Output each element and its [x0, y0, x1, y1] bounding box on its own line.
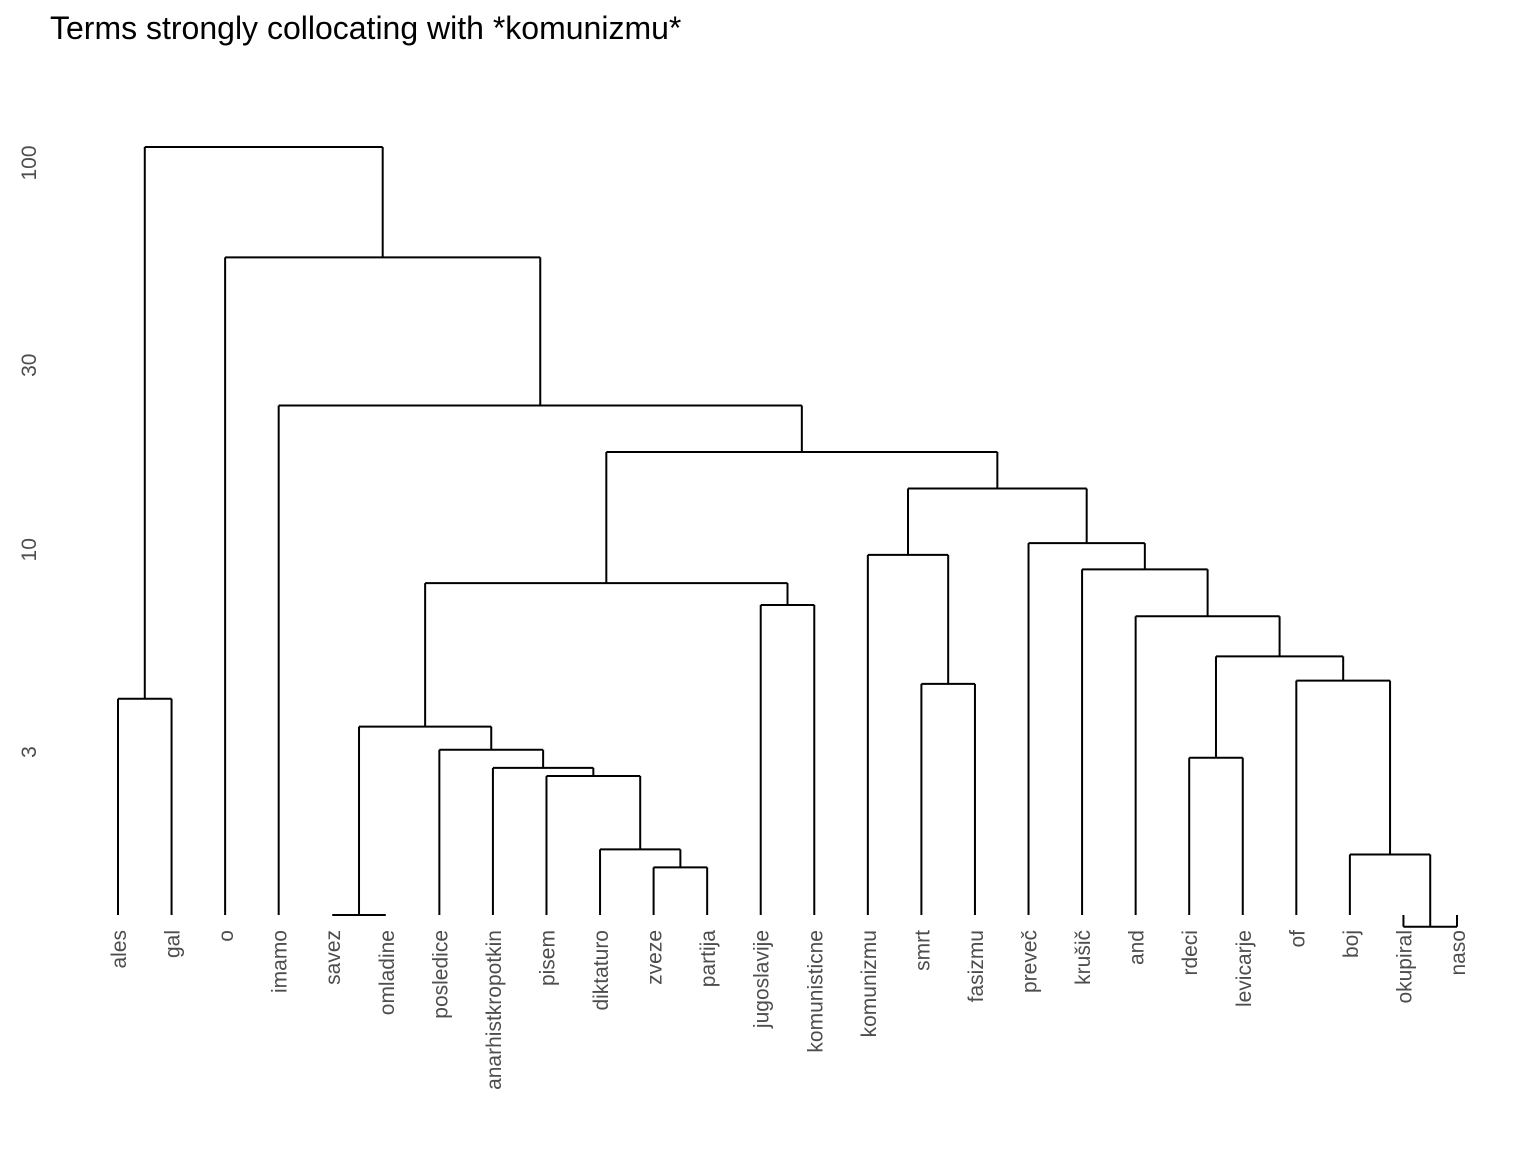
- leaf-label: rdeci: [1179, 930, 1202, 976]
- leaf-label: partija: [697, 930, 720, 988]
- leaf-label: komunizmu: [858, 930, 881, 1037]
- leaf-label: boj: [1340, 930, 1363, 958]
- leaf-label: diktaturo: [590, 930, 613, 1011]
- leaf-label: ales: [108, 930, 131, 969]
- leaf-label: okupiral: [1393, 930, 1416, 1004]
- leaf-label: fasizmu: [965, 930, 988, 1002]
- leaf-label: omladine: [376, 930, 399, 1015]
- y-tick-label: 3: [18, 746, 41, 758]
- y-tick-label: 10: [18, 538, 41, 561]
- leaf-label: pisem: [536, 930, 559, 986]
- leaf-label: smrt: [911, 930, 934, 971]
- leaf-label: krušič: [1072, 930, 1095, 985]
- leaf-label: of: [1286, 930, 1309, 948]
- leaf-label: gal: [162, 930, 185, 958]
- leaf-label: imamo: [269, 930, 292, 993]
- leaf-label: levicarje: [1233, 930, 1256, 1007]
- leaf-label: anarhistkropotkin: [483, 930, 506, 1090]
- y-tick-label: 100: [18, 145, 41, 180]
- leaf-label: komunisticne: [804, 930, 827, 1053]
- leaf-label: savez: [322, 930, 345, 985]
- leaf-label: naso: [1447, 930, 1470, 976]
- leaf-label: zveze: [644, 930, 667, 985]
- chart-title: Terms strongly collocating with *komuniz…: [50, 10, 682, 46]
- leaf-label: preveč: [1019, 930, 1042, 993]
- y-tick-label: 30: [18, 354, 41, 377]
- leaf-label: and: [1126, 930, 1149, 965]
- leaf-label: o: [215, 930, 238, 942]
- leaf-label: jugoslavije: [751, 930, 774, 1029]
- leaf-label: posledice: [429, 930, 452, 1019]
